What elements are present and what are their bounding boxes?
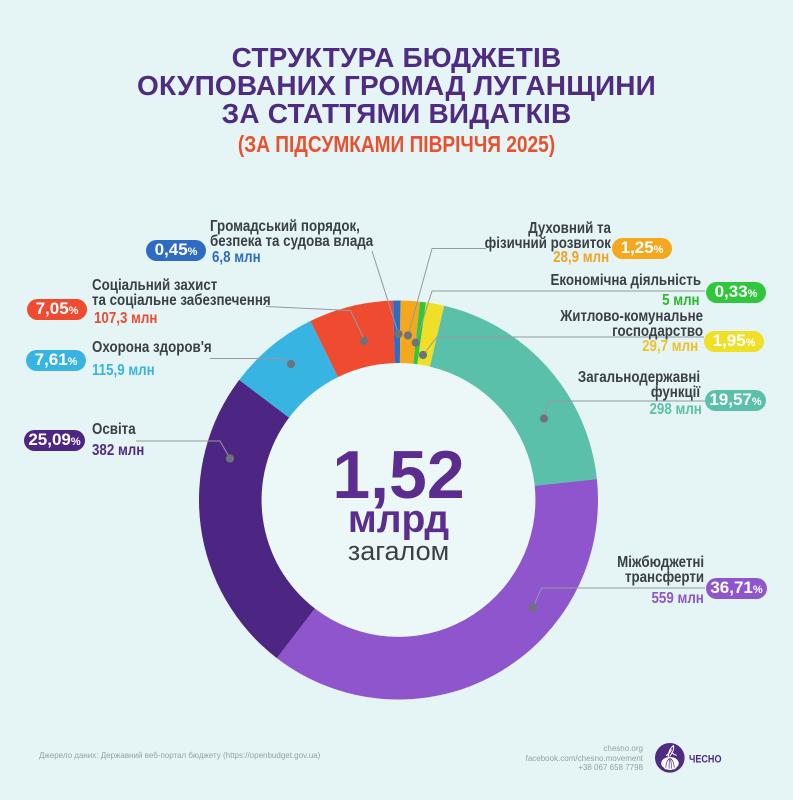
svg-text:ЧЕСНО: ЧЕСНО: [689, 754, 722, 766]
